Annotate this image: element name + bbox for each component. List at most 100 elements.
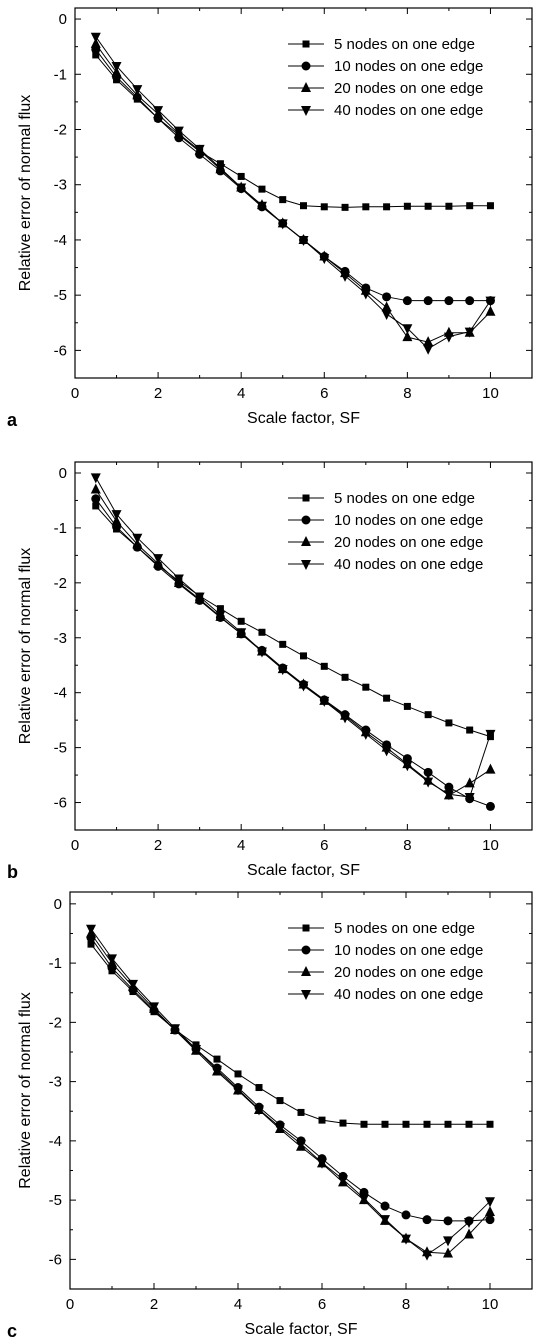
data-point (485, 1215, 495, 1225)
x-tick-label: 4 (234, 1296, 242, 1313)
data-point (381, 1120, 389, 1128)
data-point (424, 711, 432, 719)
x-tick-label: 4 (237, 385, 245, 402)
data-point (465, 296, 475, 306)
data-point (234, 1070, 242, 1078)
data-point (90, 32, 101, 43)
data-point (464, 777, 475, 788)
data-point (485, 801, 495, 811)
data-point (340, 271, 351, 282)
data-point (298, 235, 309, 246)
data-point (194, 592, 205, 603)
data-point (403, 702, 411, 710)
data-point (91, 494, 101, 504)
legend-marker (301, 945, 311, 955)
y-tick-label: -4 (49, 1133, 62, 1150)
data-point (424, 202, 432, 210)
data-point (153, 106, 164, 117)
data-point (132, 85, 143, 96)
data-point (297, 1108, 305, 1116)
legend-entry: 40 nodes on one edge (334, 986, 483, 1003)
legend-marker (301, 82, 311, 92)
data-point (485, 1197, 495, 1208)
x-tick-label: 10 (482, 385, 499, 402)
legend-entry: 20 nodes on one edge (334, 80, 483, 97)
y-tick-label: -5 (49, 1192, 62, 1209)
panel-label: b (7, 862, 18, 882)
data-point (212, 1065, 222, 1076)
data-point (341, 203, 349, 211)
data-point (258, 628, 266, 636)
plot-frame (74, 7, 533, 379)
data-point (275, 1123, 285, 1134)
data-point (443, 1216, 453, 1226)
data-point (340, 713, 351, 724)
x-tick-label: 8 (403, 837, 411, 854)
y-tick-label: -5 (54, 287, 67, 304)
data-point (317, 1158, 327, 1169)
data-point (128, 979, 138, 990)
data-point (170, 1024, 180, 1035)
data-point (443, 332, 454, 343)
data-point (216, 605, 224, 613)
data-point (339, 1119, 347, 1127)
y-tick-label: 0 (54, 896, 62, 913)
data-point (258, 185, 266, 193)
data-point (300, 202, 307, 210)
data-point (485, 305, 496, 316)
data-point (423, 1120, 431, 1128)
data-point (90, 37, 101, 48)
data-point (445, 719, 453, 727)
data-point (173, 574, 184, 585)
data-point (173, 126, 184, 137)
legend-entry: 10 nodes on one edge (334, 512, 483, 529)
data-point (87, 940, 95, 948)
data-point (194, 144, 205, 155)
data-point (341, 673, 349, 681)
series-line (90, 933, 491, 1254)
data-point (485, 729, 496, 740)
data-point (191, 1045, 201, 1056)
y-tick-label: -1 (49, 955, 62, 972)
legend-marker (301, 560, 311, 570)
x-axis-label: Scale factor, SF (245, 1321, 358, 1338)
data-point (360, 1120, 368, 1128)
data-point (401, 1210, 411, 1220)
data-point (464, 793, 475, 804)
data-point (213, 1055, 221, 1063)
y-axis-label: Relative error of normal flux (17, 992, 34, 1189)
data-point (444, 782, 454, 792)
data-point (443, 790, 454, 801)
data-point (486, 1120, 494, 1128)
chart-panel-c: 0 2 4 6 8 10 0 -1 -2 -3 -4 -5 -6 Scale factor, SF Rela… (7, 891, 533, 1341)
data-point (237, 617, 245, 625)
data-point (362, 203, 370, 211)
y-tick-label: -2 (49, 1014, 62, 1031)
plot-frame (69, 891, 533, 1290)
data-point (149, 1002, 159, 1013)
y-tick-label: -3 (54, 630, 67, 647)
series-line (95, 54, 491, 208)
x-axis-label: Scale factor, SF (247, 410, 360, 427)
data-point (132, 533, 143, 544)
legend-marker (301, 106, 311, 116)
data-point (465, 1120, 473, 1128)
data-point (233, 1085, 243, 1096)
data-point (359, 1194, 369, 1205)
data-point (423, 296, 433, 306)
data-point (380, 1215, 390, 1226)
legend-marker (302, 40, 310, 48)
data-point (237, 172, 245, 180)
x-tick-label: 6 (320, 385, 328, 402)
data-point (402, 296, 412, 306)
data-point (423, 344, 434, 355)
data-point (403, 202, 411, 210)
data-point (464, 327, 475, 338)
data-point (90, 483, 101, 494)
data-point (236, 628, 247, 639)
y-axis-label: Relative error of normal flux (17, 95, 34, 292)
legend-marker (301, 61, 311, 71)
legend-entry: 20 nodes on one edge (334, 534, 483, 551)
data-point (422, 1215, 432, 1225)
